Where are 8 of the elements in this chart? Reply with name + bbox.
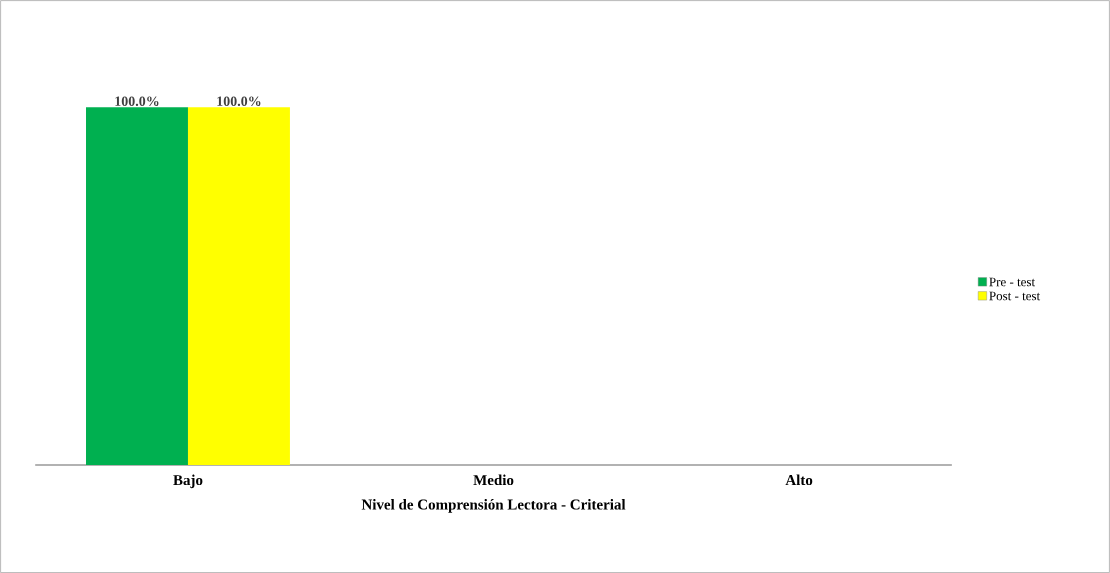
data-label: 100.0% [115, 96, 159, 106]
x-axis-title: Nivel de Comprensión Lectora - Criterial [361, 498, 626, 513]
legend-label: Post - test [989, 291, 1041, 301]
legend-label: Pre - test [989, 277, 1035, 287]
x-tick-label: Medio [473, 474, 514, 486]
x-tick-label: Alto [785, 474, 813, 486]
x-tick-label: Bajo [173, 474, 203, 489]
data-label: 100.0% [217, 96, 261, 106]
